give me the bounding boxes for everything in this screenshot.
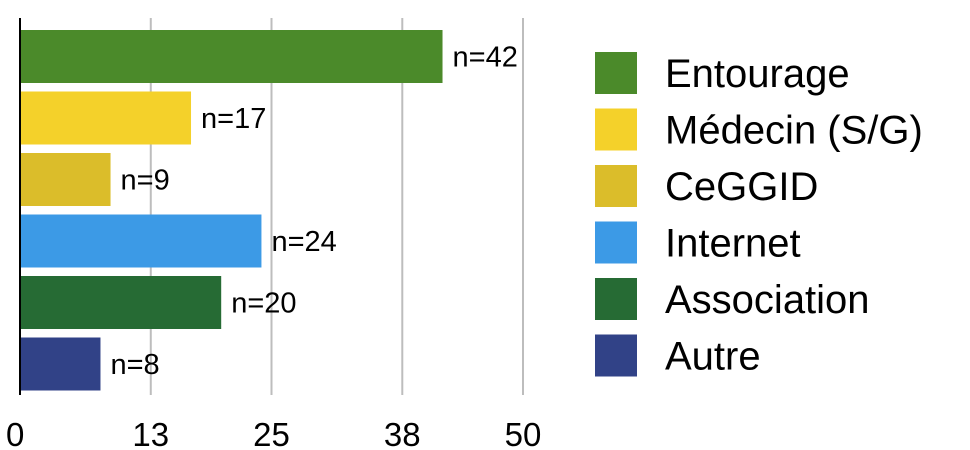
legend-label: Association bbox=[665, 278, 870, 322]
x-tick-label: 0 bbox=[6, 416, 24, 450]
legend: Entourage Médecin (S/G) CeGGID Internet Asso… bbox=[595, 52, 923, 379]
legend-label: Entourage bbox=[665, 52, 850, 96]
data-label: n=42 bbox=[453, 42, 518, 74]
x-axis-ticks: 0 13 25 38 50 bbox=[6, 416, 541, 450]
bar-internet bbox=[20, 214, 262, 268]
data-label: n=9 bbox=[121, 165, 170, 197]
legend-swatch bbox=[595, 278, 637, 320]
data-label: n=24 bbox=[271, 226, 336, 258]
legend-swatch bbox=[595, 221, 637, 264]
legend-swatch bbox=[595, 52, 637, 94]
x-tick-label: 38 bbox=[384, 416, 421, 450]
data-labels: n=42 n=17 n=9 n=24 n=20 n=8 bbox=[110, 42, 517, 382]
x-tick-label: 13 bbox=[132, 416, 169, 450]
bars bbox=[20, 30, 443, 391]
legend-label: Autre bbox=[665, 335, 761, 379]
legend-label: Médecin (S/G) bbox=[665, 109, 923, 153]
bar-m-decin-s-g bbox=[20, 91, 192, 145]
data-label: n=20 bbox=[231, 288, 296, 320]
legend-label: Internet bbox=[665, 222, 801, 266]
bar-autre bbox=[20, 337, 101, 391]
bar-ceggid bbox=[20, 153, 111, 206]
x-tick-label: 25 bbox=[253, 416, 290, 450]
data-label: n=17 bbox=[201, 103, 266, 135]
data-label: n=8 bbox=[110, 349, 159, 381]
x-tick-label: 50 bbox=[505, 416, 542, 450]
legend-swatch bbox=[595, 165, 637, 207]
bar-association bbox=[20, 276, 222, 329]
legend-swatch bbox=[595, 334, 637, 377]
legend-swatch bbox=[595, 108, 637, 151]
bar-entourage bbox=[20, 30, 443, 83]
legend-label: CeGGID bbox=[665, 165, 818, 209]
